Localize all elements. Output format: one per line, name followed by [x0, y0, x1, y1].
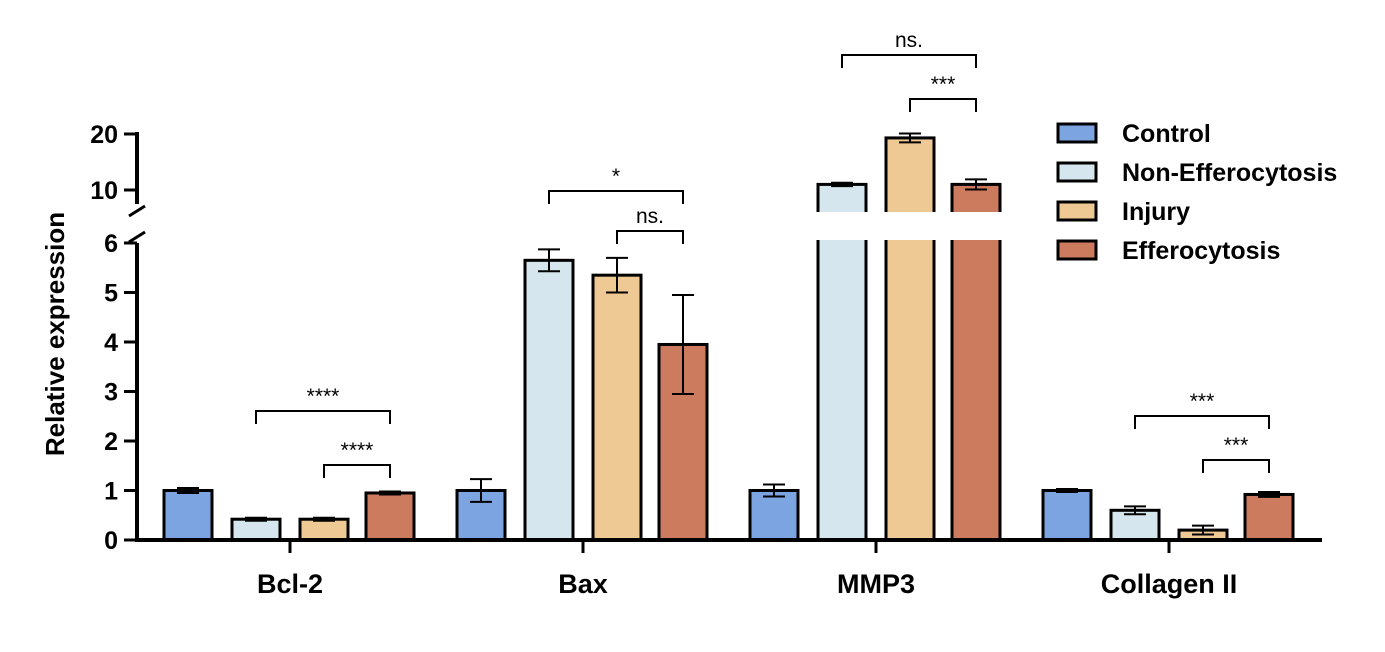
bars-layer [162, 132, 1295, 542]
x-category-label: Collagen II [1101, 569, 1238, 599]
bar [1041, 489, 1093, 542]
significance-bracket [909, 98, 977, 112]
bar [591, 273, 643, 542]
legend-swatch [1056, 122, 1098, 144]
legend-label: Non-Efferocytosis [1122, 159, 1337, 187]
significance-label: **** [307, 385, 340, 408]
significance-label: ns. [636, 205, 664, 228]
axis-break-gap [948, 212, 1004, 240]
bar [298, 517, 350, 542]
y-axis-break-mark [128, 230, 146, 244]
legend-label: Control [1122, 120, 1211, 148]
y-tick-label: 2 [104, 428, 118, 456]
axis-break-gap [882, 212, 938, 240]
significance-label: *** [931, 73, 956, 96]
bar [748, 489, 800, 542]
significance-bracket [548, 190, 684, 204]
significance-label: *** [1190, 390, 1215, 413]
bar [1243, 492, 1295, 542]
axis-break-gap [814, 212, 870, 240]
y-tick-label: 10 [90, 177, 118, 205]
legend-label: Injury [1122, 198, 1190, 226]
x-category-label: Bax [558, 569, 608, 599]
y-tick-label: 4 [104, 329, 118, 357]
legend-swatch [1056, 161, 1098, 183]
y-tick-label: 3 [104, 379, 118, 407]
legend: Control Non-Efferocytosis Injury Efferocyto… [1056, 120, 1337, 265]
y-tick-label: 0 [104, 527, 118, 555]
legend-label: Efferocytosis [1122, 237, 1280, 265]
significance-bracket [323, 464, 391, 478]
bar [884, 136, 936, 542]
x-category-label: MMP3 [837, 569, 915, 599]
significance-bracket [255, 410, 391, 424]
y-axis-title: Relative expression [40, 212, 70, 456]
significance-label: *** [1224, 434, 1249, 457]
significance-label: ns. [895, 29, 923, 52]
y-tick-label: 5 [104, 280, 118, 308]
significance-label: * [612, 165, 620, 188]
significance-bracket [841, 54, 977, 68]
bar [364, 491, 416, 542]
significance-bracket [616, 230, 684, 244]
significance-bracket [1202, 459, 1270, 473]
significance-bracket [1134, 415, 1270, 429]
y-tick-label: 1 [104, 478, 118, 506]
y-axis-break-mark [128, 204, 146, 218]
y-tick-label: 6 [104, 230, 118, 258]
significance-brackets: *********ns.ns.********* [255, 29, 1270, 478]
significance-label: **** [341, 439, 374, 462]
y-axis: 0 1 2 3 4 5 6 10 20 Bcl-2 Bax MMP3 Collagen II [90, 121, 1322, 599]
x-category-label: Bcl-2 [257, 569, 323, 599]
y-tick-label: 20 [90, 121, 118, 149]
legend-swatch [1056, 239, 1098, 261]
bar [523, 258, 575, 542]
legend-swatch [1056, 200, 1098, 222]
bar [162, 489, 214, 542]
bar [230, 517, 282, 542]
